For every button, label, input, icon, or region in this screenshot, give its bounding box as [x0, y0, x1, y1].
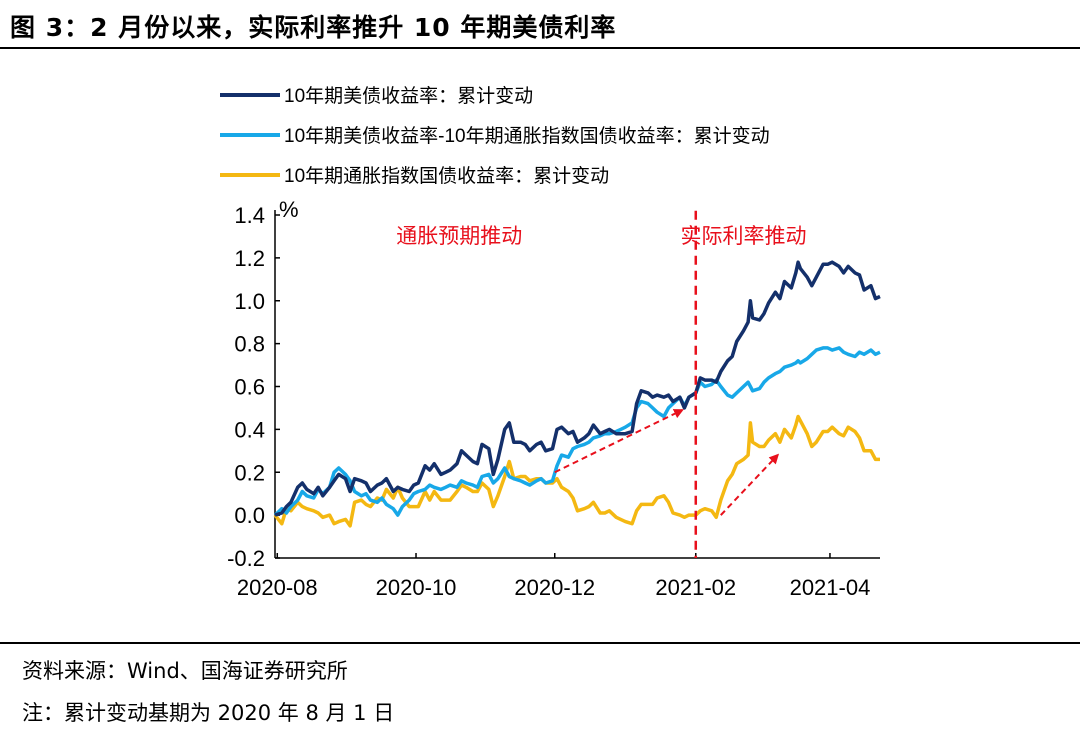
legend-label-3: 10年期通胀指数国债收益率：累计变动 [284, 165, 609, 187]
y-unit-label: % [279, 197, 299, 222]
series-line-1 [274, 260, 881, 517]
chart-axes: -0.2 0.0 0.2 0.4 0.6 0.8 1.0 1.2 1.4 % 2020-08 2020… [227, 197, 880, 600]
y-tick-label: 0.4 [234, 417, 265, 442]
bottom-rule [0, 642, 1080, 644]
x-tick-label: 2020-12 [514, 575, 595, 600]
base-period-note: 注：累计变动基期为 2020 年 8 月 1 日 [22, 701, 395, 725]
y-tick-label: 0.2 [234, 460, 265, 485]
y-tick-label: 0.0 [234, 503, 265, 528]
x-tick-label: 2020-08 [237, 575, 318, 600]
y-tick-label: 0.8 [234, 332, 265, 357]
series-line-2 [273, 346, 881, 517]
annotation-label-2: 实际利率推动 [681, 225, 807, 248]
legend-label-2: 10年期美债收益率-10年期通胀指数国债收益率：累计变动 [284, 125, 770, 147]
series-layer [273, 260, 881, 528]
trend-arrow-2 [720, 453, 780, 516]
chart-legend: 10年期美债收益率：累计变动 10年期美债收益率-10年期通胀指数国债收益率：累计… [220, 85, 770, 187]
y-tick-label: 1.2 [234, 246, 265, 271]
y-tick-label: 1.0 [234, 289, 265, 314]
annotation-label-1: 通胀预期推动 [396, 225, 522, 248]
top-rule [0, 47, 1080, 49]
annotation-layer: 通胀预期推动 实际利率推动 [396, 210, 807, 558]
figure-title: 图 3：2 月份以来，实际利率推升 10 年期美债利率 [10, 13, 617, 42]
x-tick-label: 2021-02 [655, 575, 736, 600]
y-tick-label: 0.6 [234, 375, 265, 400]
x-tick-label: 2020-10 [376, 575, 457, 600]
y-tick-label: 1.4 [234, 203, 265, 228]
y-tick-label: -0.2 [227, 546, 265, 571]
source-note: 资料来源：Wind、国海证券研究所 [22, 659, 348, 683]
x-tick-label: 2021-04 [790, 575, 871, 600]
legend-label-1: 10年期美债收益率：累计变动 [284, 85, 533, 107]
line-chart: 10年期美债收益率：累计变动 10年期美债收益率-10年期通胀指数国债收益率：累计… [220, 85, 881, 600]
trend-arrow-1 [554, 409, 684, 474]
series-line-3 [273, 414, 880, 528]
